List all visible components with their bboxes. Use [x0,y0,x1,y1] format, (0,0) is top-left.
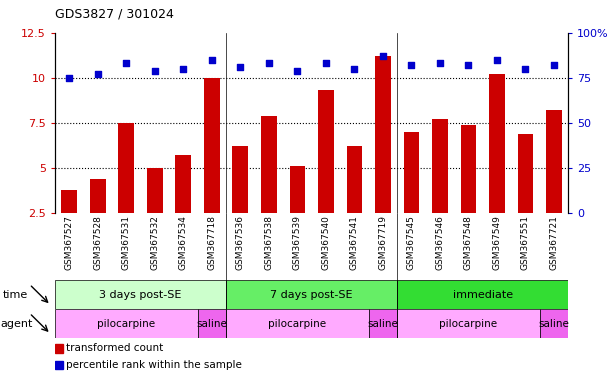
Bar [403,132,419,258]
Text: GSM367528: GSM367528 [93,215,102,270]
Bar [261,116,277,258]
Bar [90,179,106,258]
Bar [147,168,163,258]
Bar [368,309,397,338]
Bar [290,166,306,258]
Bar [375,56,391,258]
Text: GSM367719: GSM367719 [378,215,387,270]
Text: GSM367539: GSM367539 [293,215,302,270]
Bar [226,309,368,338]
Bar [232,146,248,258]
Text: 3 days post-SE: 3 days post-SE [100,290,181,300]
Text: agent: agent [1,318,33,329]
Bar [346,146,362,258]
Point [406,62,416,68]
Text: GSM367541: GSM367541 [350,215,359,270]
Point [521,66,530,72]
Text: saline: saline [538,318,569,329]
Point [492,56,502,63]
Point [435,60,445,66]
Bar [55,344,63,353]
Text: time: time [3,290,28,300]
Point [349,66,359,72]
Bar [226,280,397,309]
Bar [518,134,533,258]
Text: pilocarpine: pilocarpine [268,318,326,329]
Bar [204,78,219,258]
Text: GSM367549: GSM367549 [492,215,502,270]
Text: immediate: immediate [453,290,513,300]
Bar [175,156,191,258]
Point [207,56,217,63]
Bar [119,123,134,258]
Point [178,66,188,72]
Point [549,62,559,68]
Bar [432,119,448,258]
Text: GSM367532: GSM367532 [150,215,159,270]
Bar [540,309,568,338]
Bar [197,309,226,338]
Bar [397,280,568,309]
Point [378,53,388,59]
Text: 7 days post-SE: 7 days post-SE [270,290,353,300]
Text: GSM367538: GSM367538 [265,215,273,270]
Text: percentile rank within the sample: percentile rank within the sample [66,360,241,370]
Bar [318,90,334,258]
Point [93,71,103,77]
Text: GSM367718: GSM367718 [207,215,216,270]
Point [264,60,274,66]
Bar [397,309,540,338]
Point [64,74,74,81]
Bar [55,280,226,309]
Bar [61,190,77,258]
Text: transformed count: transformed count [66,343,163,353]
Text: GSM367548: GSM367548 [464,215,473,270]
Point [122,60,131,66]
Text: GSM367721: GSM367721 [549,215,558,270]
Bar [546,110,562,258]
Text: GSM367546: GSM367546 [436,215,444,270]
Text: GSM367551: GSM367551 [521,215,530,270]
Text: saline: saline [367,318,398,329]
Text: pilocarpine: pilocarpine [439,318,497,329]
Bar [461,125,477,258]
Text: GSM367527: GSM367527 [65,215,74,270]
Point [150,68,159,74]
Text: saline: saline [196,318,227,329]
Text: pilocarpine: pilocarpine [97,318,155,329]
Point [464,62,474,68]
Bar [55,361,63,369]
Point [235,64,245,70]
Text: GSM367545: GSM367545 [407,215,416,270]
Point [321,60,331,66]
Text: GSM367534: GSM367534 [179,215,188,270]
Text: GDS3827 / 301024: GDS3827 / 301024 [55,7,174,20]
Bar [489,74,505,258]
Point [293,68,302,74]
Bar [55,309,197,338]
Text: GSM367536: GSM367536 [236,215,245,270]
Text: GSM367531: GSM367531 [122,215,131,270]
Text: GSM367540: GSM367540 [321,215,331,270]
